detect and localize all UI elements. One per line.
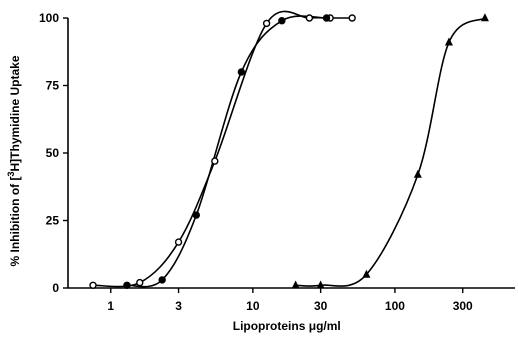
x-tick-label: 100 [385,299,405,313]
ticks: 0 25 50 75 100 1 3 10 30 100 300 [39,11,473,313]
data-point-open-circle [262,19,271,28]
data-point-filled-circle [322,14,331,22]
data-point-filled-circle [278,17,286,25]
data-point-triangle [413,169,422,178]
series-curve [295,17,486,287]
y-tick-label: 25 [46,214,60,228]
data-point-open-circle [348,14,356,22]
y-axis-title-group: % Inhibition of [3H]Thymidine Uptake [6,55,22,266]
data-points [89,13,489,289]
data-point-open-circle [136,278,144,287]
data-point-triangle [444,37,453,46]
y-axis-title: % Inhibition of [3H]Thymidine Uptake [6,55,22,266]
curves [92,10,486,288]
data-point-filled-circle [237,68,246,76]
x-tick-label: 3 [175,299,182,313]
data-point-filled-circle [123,281,131,289]
data-point-triangle [362,269,371,278]
y-tick-label: 50 [46,146,60,160]
data-point-filled-circle [192,211,201,219]
data-point-open-circle [305,14,314,22]
series-curve [92,10,353,288]
y-tick-label: 75 [46,79,60,93]
x-tick-label: 300 [453,299,473,313]
data-point-triangle [480,13,489,22]
x-axis-title: Lipoproteins μg/ml [233,319,341,333]
x-tick-label: 30 [314,299,328,313]
axes [67,18,515,289]
data-point-open-circle [211,157,219,165]
x-tick-label: 1 [107,299,114,313]
y-tick-label: 100 [39,11,59,25]
data-point-open-circle [174,238,183,246]
data-point-triangle [316,280,325,289]
data-point-open-circle [89,281,97,289]
data-point-triangle [291,280,300,289]
y-tick-label: 0 [52,281,59,295]
data-point-filled-circle [158,276,166,284]
x-tick-label: 10 [246,299,260,313]
series-curve [126,15,327,288]
